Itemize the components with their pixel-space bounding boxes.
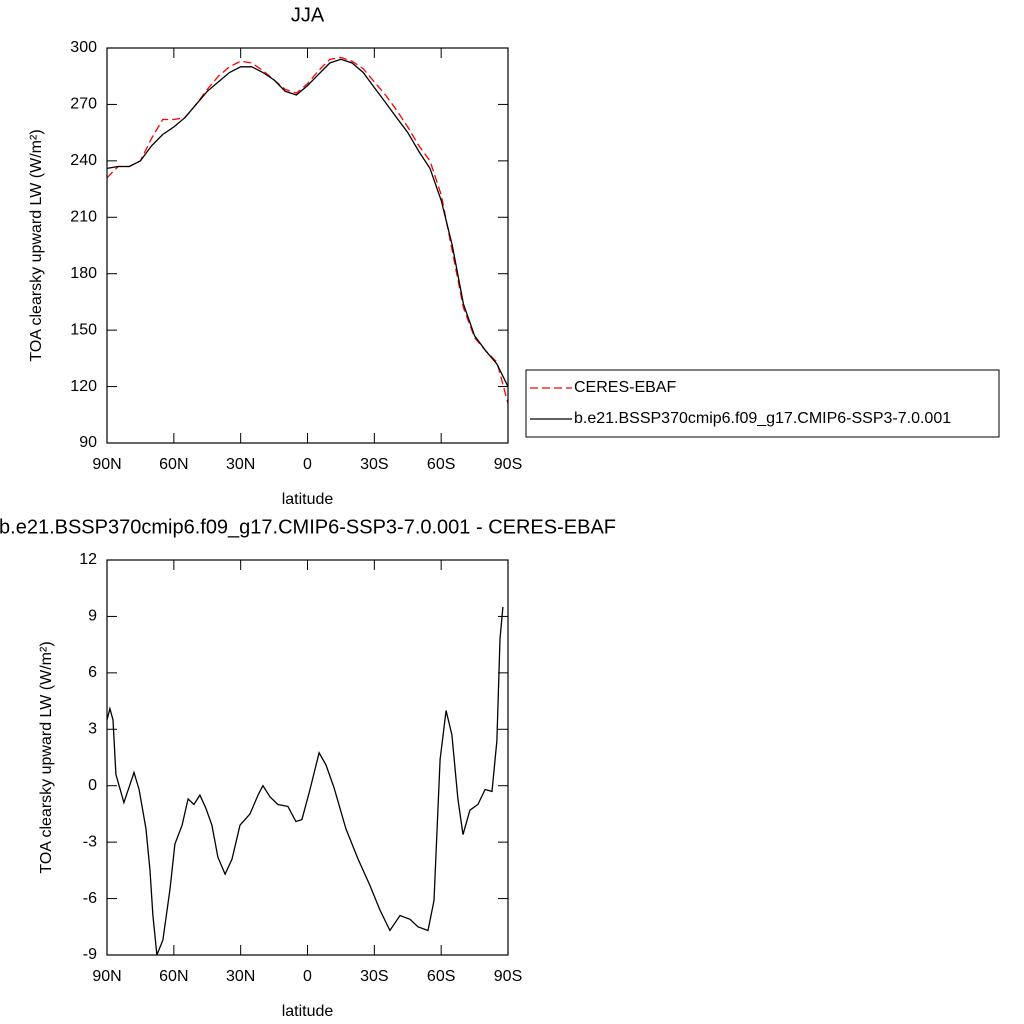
chart-title: JJA <box>291 4 325 26</box>
y-tick-label: -6 <box>83 890 97 907</box>
y-tick-label: 240 <box>70 152 97 169</box>
x-tick-label: 0 <box>303 456 312 473</box>
legend-box <box>525 369 1000 438</box>
x-tick-label: 30N <box>226 968 255 985</box>
y-tick-label: 120 <box>70 378 97 395</box>
x-tick-label: 0 <box>303 968 312 985</box>
y-tick-label: 12 <box>79 551 97 568</box>
legend-label: CERES-EBAF <box>574 379 676 396</box>
y-tick-label: 210 <box>70 209 97 226</box>
x-tick-label: 30S <box>360 456 388 473</box>
plot-frame <box>106 47 509 444</box>
data-line <box>106 56 509 404</box>
x-axis-label: latitude <box>282 1003 334 1020</box>
x-tick-label: 90S <box>494 968 522 985</box>
x-tick-label: 60N <box>159 456 188 473</box>
y-tick-label: 270 <box>70 96 97 113</box>
x-axis-label: latitude <box>282 491 334 508</box>
x-tick-label: 90N <box>92 456 121 473</box>
x-tick-label: 90N <box>92 968 121 985</box>
y-tick-label: 300 <box>70 39 97 56</box>
chart-title: b.e21.BSSP370cmip6.f09_g17.CMIP6-SSP3-7.… <box>0 516 616 538</box>
y-tick-label: -3 <box>83 833 97 850</box>
x-tick-label: 30N <box>226 456 255 473</box>
legend-label: b.e21.BSSP370cmip6.f09_g17.CMIP6-SSP3-7.… <box>574 410 951 427</box>
x-tick-label: 90S <box>494 456 522 473</box>
y-tick-label: 9 <box>88 608 97 625</box>
x-tick-label: 60S <box>427 968 455 985</box>
y-tick-label: -9 <box>83 946 97 963</box>
x-tick-label: 60N <box>159 968 188 985</box>
y-tick-label: 6 <box>88 664 97 681</box>
y-tick-label: 90 <box>79 434 97 451</box>
y-tick-label: 180 <box>70 265 97 282</box>
y-axis-label: TOA clearsky upward LW (W/m²) <box>38 641 55 873</box>
x-tick-label: 30S <box>360 968 388 985</box>
data-line <box>106 58 509 387</box>
y-tick-label: 3 <box>88 721 97 738</box>
data-line <box>106 606 504 956</box>
plot-frame <box>106 559 509 956</box>
y-tick-label: 150 <box>70 321 97 338</box>
x-tick-label: 60S <box>427 456 455 473</box>
y-tick-label: 0 <box>88 777 97 794</box>
y-axis-label: TOA clearsky upward LW (W/m²) <box>28 129 45 361</box>
